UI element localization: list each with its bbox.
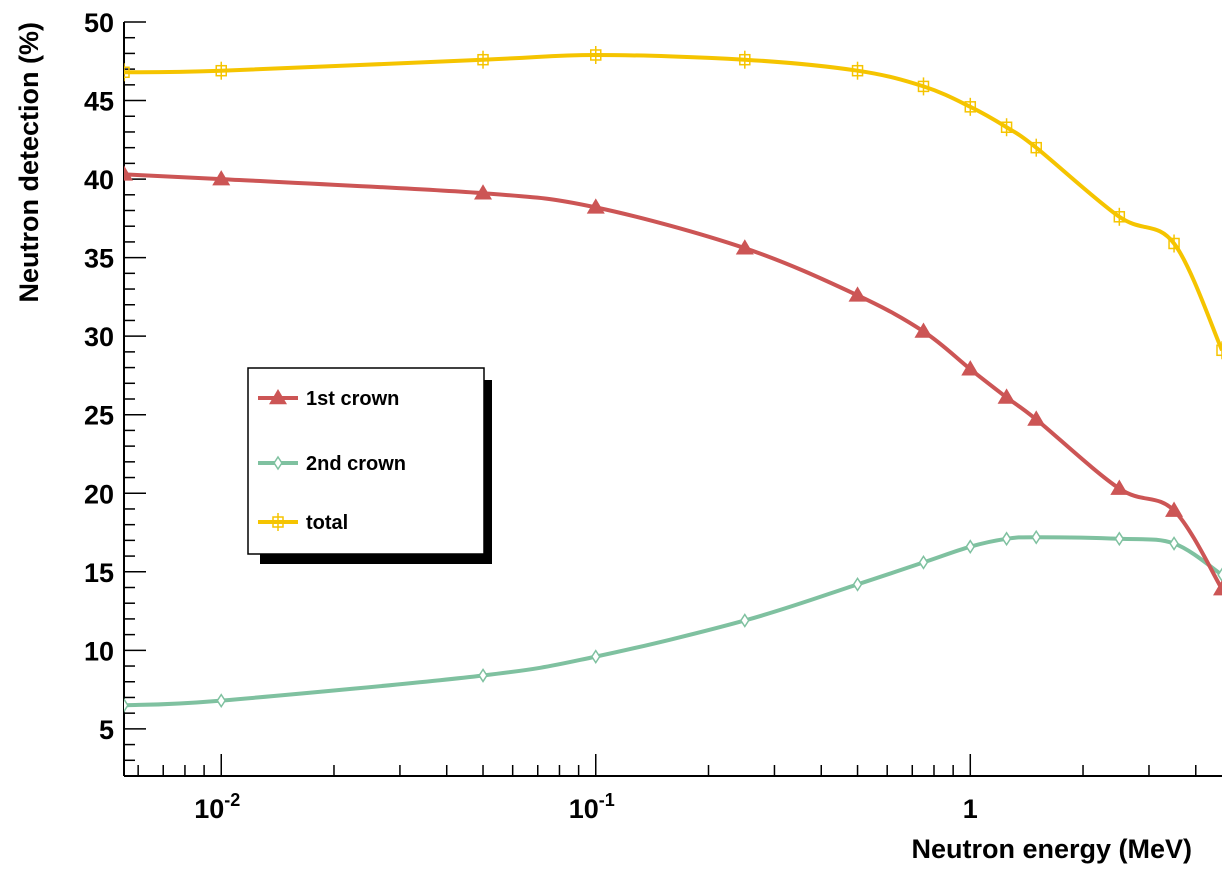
legend-marker [273, 455, 283, 471]
legend-label: total [306, 512, 348, 534]
series-1st-crown [124, 165, 1222, 596]
data-point [965, 539, 976, 555]
y-tick-label: 50 [84, 8, 114, 38]
legend-label: 2nd crown [306, 453, 406, 475]
y-tick-label: 45 [84, 87, 114, 117]
x-tick-label: 10-1 [569, 790, 615, 824]
y-tick-label: 25 [84, 401, 114, 431]
series-2nd-crown [124, 529, 1222, 713]
data-point [474, 184, 493, 200]
data-point [961, 360, 980, 376]
data-point [586, 198, 605, 214]
data-point [1114, 531, 1125, 547]
data-point [212, 170, 231, 186]
data-point [1217, 567, 1222, 583]
data-point [1113, 207, 1126, 226]
data-point [1031, 529, 1042, 545]
legend-marker [269, 389, 287, 405]
y-tick-label: 10 [84, 636, 114, 666]
data-point [215, 61, 227, 80]
y-tick-label: 20 [84, 479, 114, 509]
data-point [478, 668, 488, 683]
legend: 1st crown 2nd crown total [247, 367, 492, 564]
data-point [477, 50, 489, 69]
data-point [917, 77, 930, 96]
legend-item: 2nd crown [258, 453, 406, 475]
series-total [124, 45, 1222, 360]
y-tick-label: 5 [99, 715, 114, 745]
series-line [124, 172, 1222, 591]
data-point [735, 239, 754, 255]
data-point [124, 697, 129, 713]
y-tick-label: 35 [84, 244, 114, 274]
legend-label: 1st crown [306, 388, 399, 410]
data-point [1000, 118, 1013, 137]
data-point [848, 286, 867, 302]
data-point [997, 388, 1016, 404]
data-point [590, 45, 602, 64]
series-line [124, 52, 1222, 352]
marker-box [124, 66, 130, 79]
data-point [124, 63, 130, 82]
data-point [1001, 531, 1012, 547]
legend-item: total [258, 512, 348, 534]
data-point [1030, 138, 1042, 157]
data-point [964, 97, 977, 116]
x-axis-title: Neutron energy (MeV) [911, 834, 1192, 864]
data-point [918, 554, 929, 570]
marker-box [1216, 344, 1222, 357]
y-tick-label: 40 [84, 165, 114, 195]
y-axis-title: Neutron detection (%) [14, 22, 44, 303]
data-point [1216, 341, 1222, 360]
y-tick-label: 15 [84, 558, 114, 588]
data-point [1027, 410, 1046, 426]
data-point [1169, 536, 1179, 551]
legend-marker [272, 513, 284, 531]
data-point [590, 649, 601, 664]
x-tick-label: 1 [963, 794, 978, 824]
data-point [1165, 501, 1184, 517]
series-layer [124, 45, 1222, 713]
data-point [1168, 234, 1180, 253]
y-tick-label: 30 [84, 322, 114, 352]
data-point [124, 165, 133, 181]
axes: 5 10 15 20 25 30 35 40 45 50 10-2 10-1 1 [84, 8, 1222, 824]
x-tick-label: 10-2 [194, 790, 240, 824]
data-point [740, 613, 750, 628]
data-point [914, 322, 933, 338]
data-point [739, 50, 751, 69]
data-point [852, 576, 863, 592]
data-point [1213, 580, 1222, 596]
data-point [1110, 479, 1129, 495]
legend-item: 1st crown [258, 388, 399, 410]
data-point [216, 693, 227, 708]
data-point [851, 61, 864, 80]
